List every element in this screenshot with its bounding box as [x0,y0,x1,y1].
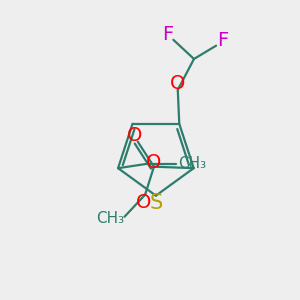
Text: O: O [136,193,151,211]
Text: O: O [170,74,185,93]
Text: CH₃: CH₃ [178,156,206,171]
Text: CH₃: CH₃ [96,211,124,226]
Text: F: F [217,31,228,50]
Text: O: O [146,153,162,172]
Text: S: S [150,193,163,213]
Text: O: O [127,126,142,145]
Text: F: F [162,25,174,44]
